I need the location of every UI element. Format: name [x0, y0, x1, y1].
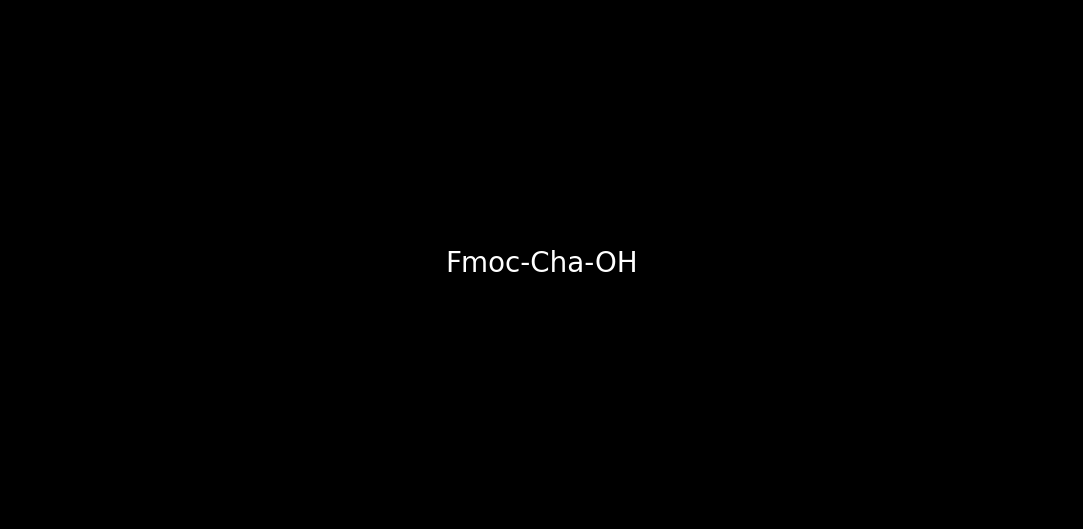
Text: Fmoc-Cha-OH: Fmoc-Cha-OH: [445, 251, 638, 278]
